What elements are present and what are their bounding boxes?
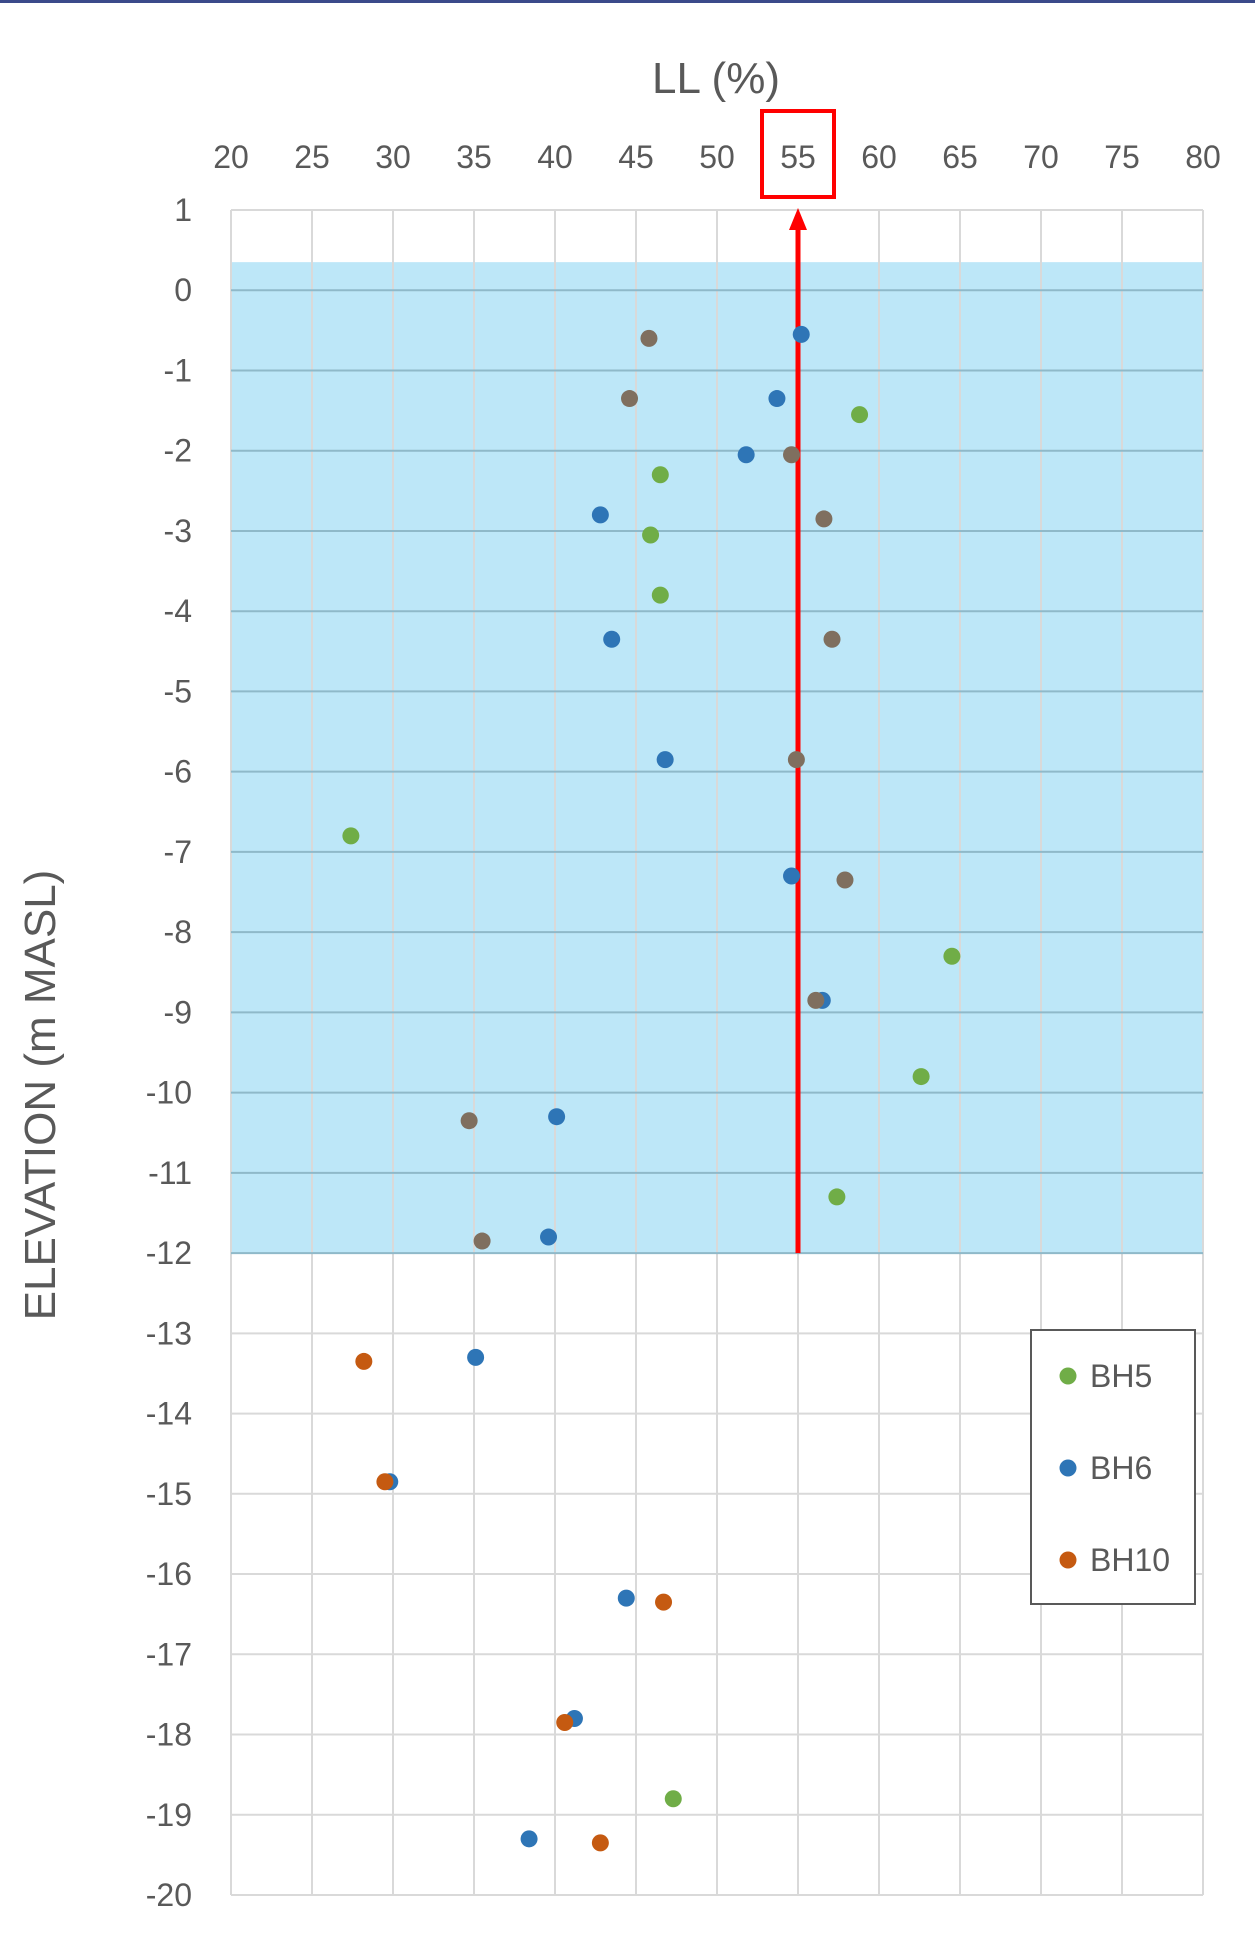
y-tick-label: -3 [164, 513, 192, 549]
x-tick-label: 25 [294, 139, 330, 175]
data-point [591, 1834, 609, 1852]
legend: BH5 BH6 BH10 [1030, 1329, 1196, 1605]
y-tick-label: -16 [146, 1556, 192, 1592]
data-point [617, 1589, 635, 1607]
y-tick-label: -1 [164, 352, 192, 388]
data-point [655, 1593, 673, 1611]
data-point [943, 947, 961, 965]
x-tick-label: 40 [537, 139, 573, 175]
y-tick-label: 1 [174, 192, 192, 228]
y-tick-label: -12 [146, 1235, 192, 1271]
x-tick-labels: 20 25 30 35 40 45 50 55 60 65 70 75 80 [213, 139, 1221, 175]
data-point [376, 1473, 394, 1491]
reference-line-group [760, 109, 836, 1254]
data-point [642, 526, 660, 544]
data-point [783, 446, 801, 464]
y-tick-label: -6 [164, 754, 192, 790]
data-point [828, 1188, 846, 1206]
data-point [473, 1232, 491, 1250]
y-tick-label: -18 [146, 1717, 192, 1753]
data-point [815, 510, 833, 528]
x-tick-label: 65 [942, 139, 978, 175]
x-tick-label: 70 [1023, 139, 1059, 175]
y-tick-label: -8 [164, 914, 192, 950]
y-tick-label: -17 [146, 1636, 192, 1672]
y-tick-label: -13 [146, 1315, 192, 1351]
y-tick-label: -4 [164, 593, 192, 629]
legend-marker [1059, 1367, 1077, 1385]
data-point [807, 991, 825, 1009]
data-point [912, 1068, 930, 1086]
data-point [342, 827, 360, 845]
highlight-box [760, 109, 836, 199]
data-point [836, 871, 854, 889]
legend-label: BH5 [1090, 1358, 1152, 1394]
data-point [591, 506, 609, 524]
x-tick-label: 50 [699, 139, 735, 175]
data-point [548, 1108, 566, 1126]
x-tick-label: 55 [780, 139, 816, 175]
legend-marker [1059, 1459, 1077, 1477]
y-tick-label: -14 [146, 1396, 192, 1432]
x-axis-title: LL (%) [652, 54, 780, 103]
y-tick-label: -2 [164, 433, 192, 469]
data-point [823, 630, 841, 648]
y-tick-labels: 1 0 -1 -2 -3 -4 -5 -6 -7 -8 -9 -10 -11 -12 -13 -14 -15 -1… [146, 192, 192, 1913]
x-tick-label: 35 [456, 139, 492, 175]
data-point [664, 1790, 682, 1808]
legend-box [1030, 1329, 1196, 1605]
x-tick-label: 30 [375, 139, 411, 175]
data-point [540, 1228, 558, 1246]
y-tick-label: -9 [164, 994, 192, 1030]
x-tick-label: 20 [213, 139, 249, 175]
y-tick-label: -7 [164, 834, 192, 870]
data-point [460, 1112, 478, 1130]
data-points [342, 325, 961, 1852]
y-axis-title: ELEVATION (m MASL) [16, 870, 65, 1321]
legend-label: BH6 [1090, 1450, 1152, 1486]
y-tick-label: 0 [174, 272, 192, 308]
legend-marker [1059, 1551, 1077, 1569]
data-point [556, 1713, 574, 1731]
data-point [651, 466, 669, 484]
x-tick-label: 60 [861, 139, 897, 175]
data-point [603, 630, 621, 648]
data-point [656, 751, 674, 769]
data-point [792, 325, 810, 343]
y-tick-label: -19 [146, 1797, 192, 1833]
y-tick-label: -20 [146, 1877, 192, 1913]
x-tick-label: 45 [618, 139, 654, 175]
data-point [851, 406, 869, 424]
data-point [621, 390, 639, 408]
legend-label: BH10 [1090, 1542, 1170, 1578]
x-tick-label: 75 [1104, 139, 1140, 175]
x-tick-label: 80 [1185, 139, 1221, 175]
y-tick-label: -11 [148, 1155, 192, 1191]
data-point [640, 329, 658, 347]
data-point [737, 446, 755, 464]
y-tick-label: -15 [146, 1476, 192, 1512]
data-point [355, 1352, 373, 1370]
data-point [520, 1830, 538, 1848]
y-tick-label: -10 [146, 1075, 192, 1111]
data-point [651, 586, 669, 604]
top-border [0, 0, 1255, 3]
data-point [787, 751, 805, 769]
data-point [467, 1348, 485, 1366]
y-tick-label: -5 [164, 673, 192, 709]
data-point [783, 867, 801, 885]
reference-arrowhead [789, 208, 807, 230]
data-point [768, 390, 786, 408]
